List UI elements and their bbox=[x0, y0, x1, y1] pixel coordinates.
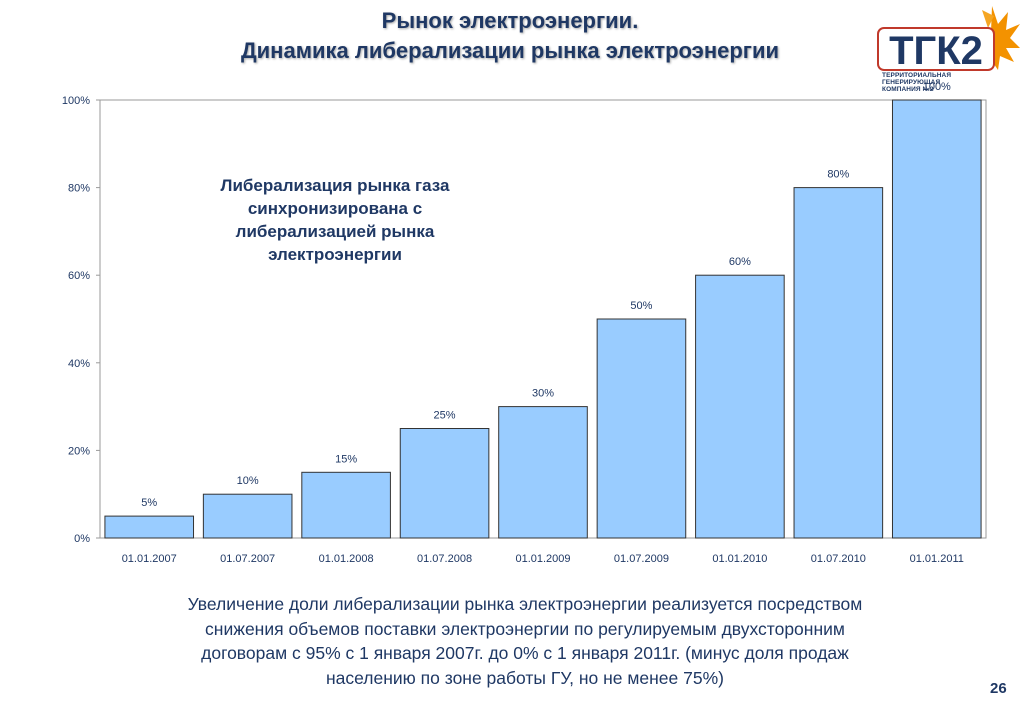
annotation-line-2: синхронизирована с bbox=[247, 199, 423, 218]
x-tick-label: 01.07.2008 bbox=[417, 553, 472, 565]
bar bbox=[891, 99, 982, 539]
title-line-2: Динамика либерализации рынка электроэнер… bbox=[240, 38, 780, 63]
annotation-line-1: Либерализация рынка газа bbox=[220, 176, 450, 195]
bar bbox=[498, 406, 588, 539]
y-tick-label: 20% bbox=[68, 445, 90, 457]
title-line-1: Рынок электроэнергии. bbox=[381, 8, 639, 33]
bar-data-label: 100% bbox=[923, 81, 951, 93]
bar-data-label: 50% bbox=[630, 300, 652, 312]
bar bbox=[695, 274, 785, 539]
footnote-line-2: снижения объемов поставки электроэнергии… bbox=[205, 618, 845, 639]
y-axis-ticks: 0% 20% 40% 60% 80% 100% bbox=[62, 95, 100, 545]
tgk2-logo: ТГК2 bbox=[877, 6, 1020, 73]
bar-data-label: 60% bbox=[729, 256, 751, 268]
logo-wordmark: ТГК2 bbox=[889, 29, 983, 73]
bar bbox=[596, 318, 687, 539]
logo-caption: ТЕРРИТОРИАЛЬНАЯ ГЕНЕРИРУЮЩАЯ КОМПАНИЯ №2 bbox=[882, 72, 982, 93]
x-tick-label: 01.01.2007 bbox=[122, 553, 177, 565]
slide-title: Рынок электроэнергии. Динамика либерализ… bbox=[120, 6, 900, 66]
logo-frame bbox=[877, 27, 995, 71]
footnote-line-4: населению по зоне работы ГУ, но не менее… bbox=[326, 667, 724, 688]
bar-data-label: 30% bbox=[532, 388, 554, 400]
bar bbox=[104, 515, 195, 539]
bar-data-label: 25% bbox=[434, 410, 456, 422]
y-tick-label: 0% bbox=[74, 533, 90, 545]
footnote-line-1: Увеличение доли либерализации рынка элек… bbox=[187, 594, 863, 614]
annotation-line-3: либерализацией рынка bbox=[235, 222, 435, 241]
bar-data-label: 15% bbox=[335, 453, 357, 465]
logo-caption-line-2: ГЕНЕРИРУЮЩАЯ bbox=[882, 79, 941, 86]
y-tick-label: 100% bbox=[62, 95, 90, 107]
logo-caption-line-3: КОМПАНИЯ №2 bbox=[882, 86, 934, 93]
bar-data-label: 10% bbox=[237, 475, 259, 487]
x-axis-ticks: 01.01.2007 01.07.2007 01.01.2008 01.07.2008… bbox=[122, 553, 964, 565]
logo-caption-line-1: ТЕРРИТОРИАЛЬНАЯ bbox=[882, 72, 952, 79]
footnote-line-3: договорам с 95% с 1 января 2007г. до 0% … bbox=[201, 643, 849, 663]
bar bbox=[793, 187, 884, 539]
bars bbox=[104, 99, 982, 539]
x-tick-label: 01.07.2007 bbox=[220, 553, 275, 565]
x-tick-label: 01.01.2009 bbox=[515, 553, 570, 565]
sun-rays-icon bbox=[982, 6, 1020, 70]
bar-data-label: 5% bbox=[141, 497, 157, 509]
y-tick-label: 60% bbox=[68, 270, 90, 282]
x-tick-label: 01.01.2010 bbox=[712, 553, 767, 565]
x-tick-label: 01.07.2009 bbox=[614, 553, 669, 565]
y-tick-label: 80% bbox=[68, 183, 90, 195]
bar-data-label: 80% bbox=[827, 169, 849, 181]
bar bbox=[399, 428, 490, 539]
annotation-line-4: электроэнергии bbox=[268, 245, 402, 264]
x-tick-label: 01.07.2010 bbox=[811, 553, 866, 565]
bar bbox=[202, 493, 293, 539]
x-tick-label: 01.01.2008 bbox=[319, 553, 374, 565]
footnote: Увеличение доли либерализации рынка элек… bbox=[95, 592, 955, 690]
y-tick-label: 40% bbox=[68, 358, 90, 370]
gas-market-annotation: Либерализация рынка газа синхронизирован… bbox=[185, 174, 485, 266]
bar bbox=[301, 471, 391, 539]
x-tick-label: 01.01.2011 bbox=[910, 553, 964, 565]
bar-data-labels: 5% 10% 15% 25% 30% 50% 60% 80% 100% bbox=[141, 81, 951, 509]
page-number: 26 bbox=[990, 680, 1007, 697]
